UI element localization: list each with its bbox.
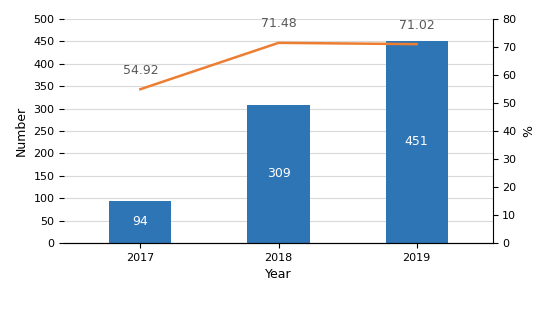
X-axis label: Year: Year — [265, 268, 292, 281]
Y-axis label: %: % — [522, 125, 535, 137]
Text: 94: 94 — [133, 215, 148, 228]
Bar — [386, 41, 448, 243]
Bar — [248, 105, 310, 243]
Text: 309: 309 — [267, 167, 290, 180]
Text: 451: 451 — [405, 136, 428, 148]
Text: 71.02: 71.02 — [399, 19, 434, 32]
Text: 54.92: 54.92 — [123, 64, 158, 77]
Bar — [109, 201, 172, 243]
Y-axis label: Number: Number — [15, 106, 28, 156]
Text: 71.48: 71.48 — [261, 17, 296, 30]
